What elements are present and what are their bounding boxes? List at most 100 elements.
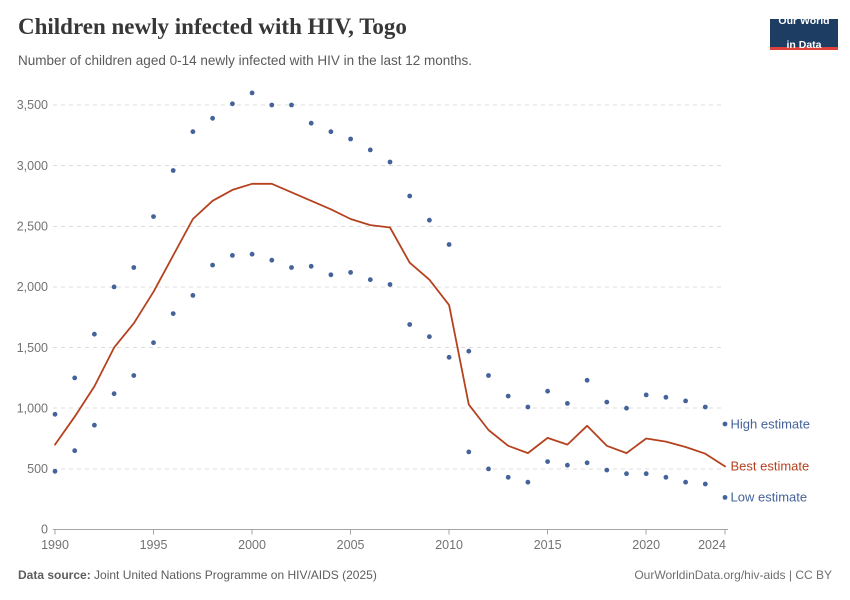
data-point <box>565 462 570 468</box>
data-point <box>249 90 255 96</box>
data-point <box>446 354 452 360</box>
data-point <box>387 282 393 287</box>
y-axis-labels: 0 500 1,000 1,500 2,000 2,500 3,000 3,500 <box>17 98 48 537</box>
data-point <box>151 214 156 220</box>
data-point <box>269 102 275 108</box>
x-tick-label: 1995 <box>140 538 168 552</box>
data-source-note: Data source: Joint United Nations Progra… <box>18 568 377 582</box>
data-point <box>72 448 78 454</box>
data-point <box>289 102 294 108</box>
data-point <box>584 377 590 383</box>
cc-by-link[interactable]: CC BY <box>795 568 832 582</box>
y-tick-label: 1,000 <box>17 401 48 415</box>
series-best-estimate: Best estimate <box>54 182 810 474</box>
data-point <box>702 404 708 410</box>
owid-logo[interactable]: Our World in Data <box>770 15 838 51</box>
best-estimate-line <box>54 182 726 468</box>
data-point <box>131 373 137 378</box>
data-point <box>525 479 531 485</box>
data-point <box>663 474 669 480</box>
data-point <box>486 373 491 378</box>
owid-url-link[interactable]: OurWorldinData.org/hiv-aids <box>634 568 786 582</box>
y-tick-label: 2,500 <box>17 219 48 233</box>
data-point <box>407 322 413 327</box>
y-tick-label: 0 <box>41 523 48 537</box>
data-point <box>584 460 590 466</box>
y-tick-label: 1,500 <box>17 341 48 355</box>
series-label-best-estimate: Best estimate <box>731 459 810 474</box>
x-axis <box>53 529 728 535</box>
data-point <box>545 388 550 394</box>
data-source-text: Joint United Nations Programme on HIV/AI… <box>90 568 377 582</box>
data-point <box>308 263 314 269</box>
data-point <box>722 421 728 427</box>
data-point <box>170 168 176 173</box>
series-label-low-estimate: Low estimate <box>731 490 808 505</box>
series-label-high-estimate: High estimate <box>731 416 810 431</box>
data-point <box>505 393 511 399</box>
data-point <box>249 251 255 257</box>
data-point <box>131 265 137 270</box>
data-point <box>604 399 610 405</box>
data-source-label: Data source: <box>18 568 91 582</box>
data-point <box>407 193 413 199</box>
y-tick-label: 2,000 <box>17 280 48 294</box>
x-tick-label: 2010 <box>435 538 463 552</box>
data-point <box>348 136 353 142</box>
owid-logo-line1: Our World <box>778 15 830 27</box>
data-point <box>72 375 78 381</box>
chart-subtitle: Number of children aged 0-14 newly infec… <box>18 53 472 68</box>
y-tick-label: 3,000 <box>17 159 48 173</box>
data-point <box>486 466 491 472</box>
x-axis-labels: 1990 1995 2000 2005 2010 2015 2020 2024 <box>41 538 726 552</box>
series-low-estimate: Low estimate <box>52 251 808 505</box>
data-point <box>643 392 649 398</box>
data-point <box>308 120 314 126</box>
data-point <box>348 270 353 275</box>
data-point <box>683 479 688 485</box>
data-point <box>170 311 176 316</box>
data-point <box>466 348 472 354</box>
data-point <box>210 262 216 268</box>
y-tick-label: 500 <box>27 462 48 476</box>
data-point <box>446 242 452 247</box>
x-tick-label: 2000 <box>238 538 266 552</box>
x-tick-label: 2005 <box>337 538 365 552</box>
x-tick-label: 2020 <box>632 538 660 552</box>
data-point <box>722 495 728 500</box>
y-tick-label: 3,500 <box>17 98 48 112</box>
data-point <box>289 265 294 270</box>
data-point <box>565 401 570 406</box>
data-point <box>505 474 511 480</box>
page-title: Children newly infected with HIV, Togo <box>18 14 407 39</box>
data-point <box>52 468 58 474</box>
data-point <box>92 422 97 428</box>
footer-links: OurWorldinData.org/hiv-aids | CC BY <box>634 568 832 582</box>
data-point <box>545 459 550 464</box>
data-point <box>328 272 334 278</box>
data-point <box>111 284 117 290</box>
x-tick-label: 2024 <box>698 538 726 552</box>
data-point <box>190 293 196 298</box>
data-point <box>151 340 156 346</box>
data-point <box>663 394 669 400</box>
data-point <box>52 411 58 417</box>
data-point <box>604 467 610 473</box>
data-point <box>92 331 97 337</box>
data-point <box>427 217 432 223</box>
data-point <box>624 471 629 477</box>
x-tick-label: 2015 <box>534 538 562 552</box>
data-point <box>111 391 117 397</box>
data-point <box>387 159 393 165</box>
data-point <box>230 253 235 258</box>
x-tick-label: 1990 <box>41 538 69 552</box>
data-point <box>624 405 629 411</box>
data-point <box>230 101 235 107</box>
owid-logo-text: Our World in Data <box>778 15 829 51</box>
data-point <box>643 471 649 477</box>
data-point <box>427 334 432 340</box>
data-point <box>367 147 373 153</box>
data-point <box>210 115 216 121</box>
data-point <box>190 129 196 135</box>
